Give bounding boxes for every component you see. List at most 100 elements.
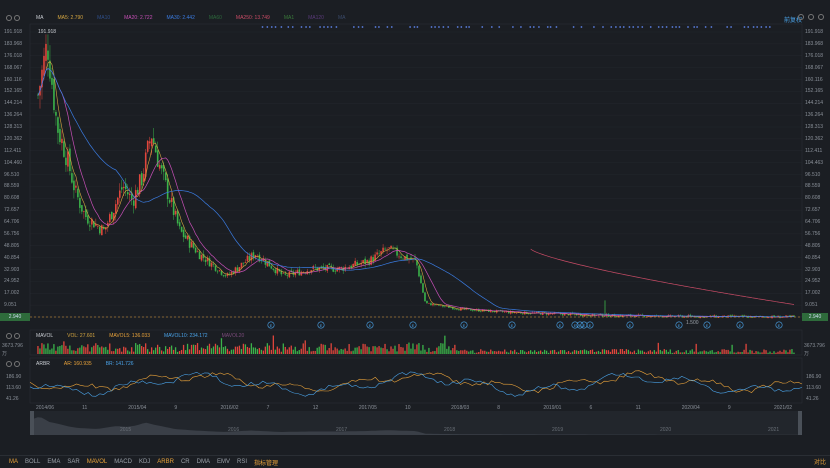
volume-bar (268, 345, 270, 354)
tab-dma[interactable]: DMA (196, 459, 210, 465)
volume-bar (308, 347, 310, 354)
price-tick-left: 72.657 (4, 207, 20, 214)
event-marker-icon[interactable] (576, 321, 584, 329)
volume-bar (454, 344, 456, 354)
event-marker-icon[interactable] (409, 321, 417, 329)
price-tick-right: 40.854 (805, 254, 821, 261)
event-marker-icon[interactable] (775, 321, 783, 329)
tab-emv[interactable]: EMV (216, 459, 230, 465)
volume-bar (388, 351, 390, 354)
volume-bar (396, 351, 398, 354)
event-marker-icon[interactable] (571, 321, 579, 329)
volume-bar (787, 352, 789, 354)
tab-boll[interactable]: BOLL (25, 459, 41, 465)
tab-macd[interactable]: MACD (114, 459, 132, 465)
volume-bar (721, 349, 723, 354)
volume-bar (206, 345, 209, 354)
signal-dot (352, 26, 355, 28)
arbr-tick-right: 41.26 (806, 396, 819, 402)
event-marker-glyph: E (369, 323, 372, 328)
settings-icon[interactable] (808, 14, 814, 20)
volume-bar (366, 346, 368, 354)
navigator-right-handle[interactable] (798, 411, 802, 435)
candle-body (539, 313, 542, 315)
volume-bar (77, 348, 79, 354)
candle-body (577, 313, 580, 316)
candle-body (372, 257, 374, 262)
candle-body (95, 223, 97, 226)
volume-bar (717, 351, 719, 354)
volume-bar (526, 352, 528, 354)
navigator-left-handle[interactable] (30, 411, 34, 435)
tab-mavol[interactable]: MAVOL (86, 459, 108, 465)
volume-bar (322, 344, 324, 354)
signal-dot (498, 26, 501, 28)
candle-body (617, 315, 620, 318)
event-marker-icon[interactable] (703, 321, 711, 329)
tab-kdj[interactable]: KDJ (138, 459, 151, 465)
event-marker-icon[interactable] (317, 321, 325, 329)
event-marker-icon[interactable] (267, 321, 275, 329)
event-marker-icon[interactable] (556, 321, 564, 329)
volume-bar (781, 351, 783, 354)
candle-body (787, 315, 789, 317)
gear-icon[interactable] (6, 333, 12, 339)
tab-indicator-manage[interactable]: 指标管理 (254, 460, 279, 467)
event-marker-glyph: E (579, 323, 582, 328)
candle-body (120, 187, 123, 190)
volume-bar (516, 352, 518, 354)
close-icon[interactable] (14, 15, 20, 21)
tab-arbr[interactable]: ARBR (157, 459, 174, 465)
tab-sar[interactable]: SAR (67, 459, 80, 465)
volume-bar (512, 351, 514, 354)
signal-dot (361, 26, 364, 28)
event-marker-icon[interactable] (736, 321, 744, 329)
event-marker-icon[interactable] (675, 321, 683, 329)
close-icon[interactable] (14, 333, 20, 339)
year-tick: 2018 (444, 427, 456, 433)
tab-rsi[interactable]: RSI (236, 459, 247, 465)
arbr-legend-controls[interactable] (6, 361, 22, 367)
arbr-tick-right: 186.90 (806, 374, 822, 380)
candle-body (561, 313, 564, 316)
tab-ema[interactable]: EMA (47, 459, 61, 465)
vol-legend-controls[interactable] (6, 333, 22, 339)
candle-body (368, 260, 370, 266)
refresh-icon[interactable] (798, 14, 804, 20)
gear-icon[interactable] (6, 361, 12, 367)
candle-body (468, 308, 470, 310)
date-tick: 11 (82, 405, 88, 411)
gear-icon[interactable] (6, 15, 12, 21)
close-icon[interactable] (14, 361, 20, 367)
event-marker-icon[interactable] (508, 321, 516, 329)
price-tick-right: 17.002 (805, 290, 821, 297)
legend-controls[interactable] (6, 15, 22, 21)
event-marker-icon[interactable] (626, 321, 634, 329)
candle-body (765, 317, 767, 318)
volume-bar (709, 350, 711, 354)
event-marker-icon[interactable] (586, 321, 594, 329)
candle-body (643, 316, 646, 318)
tab-cr[interactable]: CR (180, 459, 190, 465)
candle-body (420, 275, 422, 284)
current-price-right: 2.940 (802, 313, 828, 321)
event-marker-icon[interactable] (580, 321, 588, 329)
close-icon[interactable] (818, 14, 824, 20)
adjust-mode-button[interactable]: 前复权 (783, 18, 802, 24)
volume-bar (75, 350, 77, 354)
vol-axis-right: 3673.796 (804, 343, 825, 349)
candle-body (176, 210, 179, 224)
event-marker-icon[interactable] (460, 321, 468, 329)
candle-body (154, 145, 157, 153)
volume-bar (563, 350, 566, 354)
tab-ma[interactable]: MA (9, 459, 18, 465)
volume-bar (543, 349, 546, 354)
range-navigator[interactable]: 2015 2016 2017 2018 2019 2020 2021 (30, 411, 802, 435)
volume-bar (103, 347, 105, 354)
event-marker-icon[interactable] (366, 321, 374, 329)
compare-button[interactable]: 对比 (813, 460, 826, 466)
signal-dot (687, 26, 689, 28)
volume-bar (154, 347, 157, 354)
